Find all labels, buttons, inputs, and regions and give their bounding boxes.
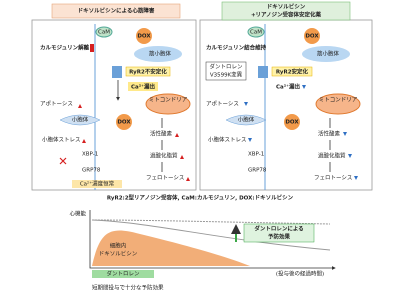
cam-dissociation: カルモジュリン解離 — [40, 44, 90, 52]
ros: 活性酸素 — [318, 130, 341, 138]
er-stress: 小胞体ストレス — [208, 136, 247, 144]
caption: RyR2:2型リアノジン受容体, CaM:カルモジュリン, DOX:ドキソルビシ… — [107, 194, 294, 202]
mito: ミトコンドリア — [149, 97, 188, 104]
er: 小胞体 — [238, 116, 255, 124]
cam-binding: カルモジュリン結合維持 — [206, 44, 267, 52]
dox: DOX — [285, 120, 299, 126]
drug-bar: ダントロレン — [106, 270, 140, 278]
cam: CaM — [250, 30, 262, 36]
y-axis-label: 心機能 — [69, 210, 86, 218]
panel-title: +リアノジン受容体安定化薬 — [251, 11, 322, 19]
ca-leak: Ca²⁺漏出 — [131, 83, 156, 91]
sr: 筋小胞体 — [317, 50, 340, 58]
apoptosis: アポトーシス — [40, 101, 73, 108]
xbp1: XBP-1 — [248, 152, 264, 158]
mutation: V3599K変異 — [210, 71, 243, 79]
grp78: GRP78 — [82, 168, 101, 174]
apoptosis: アポトーシス — [206, 101, 239, 108]
lipid: 過酸化脂質 — [318, 152, 346, 160]
cam: CaM — [98, 30, 110, 36]
ferroptosis: フェロトーシス — [314, 175, 352, 182]
left-panel: ドキソルビシンによる心筋障害 CaM DOX カルモジュリン解離 筋小胞体 Ry… — [31, 3, 197, 191]
ryr2: RyR2安定化 — [276, 68, 309, 76]
er-stress: 小胞体ストレス — [42, 136, 81, 144]
dox: DOX — [117, 120, 131, 126]
x-axis-label: (投与後の経過時間) — [276, 270, 324, 278]
ryr2: RyR2不安定化 — [129, 68, 167, 76]
bottom-graph: 心機能 ダントロレンによる 予防効果 細胞内 ドキソルビシン ダントロレン (投… — [69, 210, 336, 292]
ferroptosis: フェロトーシス — [146, 175, 184, 182]
sr: 筋小胞体 — [149, 50, 172, 58]
effect-label: 予防効果 — [268, 233, 291, 241]
ca-leak: Ca²⁺漏出 — [276, 83, 301, 91]
mito: ミトコンドリア — [319, 97, 358, 104]
er: 小胞体 — [72, 116, 89, 124]
effect-label: ダントロレンによる — [254, 225, 303, 233]
lipid: 過酸化脂質 — [150, 152, 178, 160]
panel-title: ドキソルビシンによる心筋障害 — [78, 7, 155, 15]
xbp1: XBP-1 — [82, 152, 98, 158]
panel-title: ドキソルビシン — [267, 3, 306, 11]
grp78: GRP78 — [248, 168, 267, 174]
dantrolene: ダントロレン — [209, 63, 243, 71]
ros: 活性酸素 — [150, 130, 173, 138]
ca-homeostasis: Ca²⁺濃度恒常 — [80, 180, 115, 188]
dox: DOX — [305, 34, 319, 40]
dox: DOX — [137, 34, 151, 40]
intracellular-label: ドキソルビシン — [99, 250, 138, 258]
note: 短期間投与で十分な予防効果 — [92, 284, 164, 292]
intracellular-label: 細胞内 — [110, 242, 127, 250]
right-panel: ドキソルビシン +リアノジン受容体安定化薬 CaM DOX カルモジュリン結合維… — [199, 1, 373, 191]
